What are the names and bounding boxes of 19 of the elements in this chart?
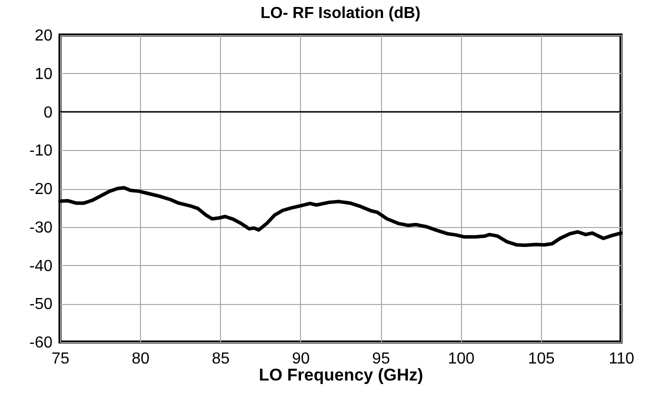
chart-title: LO- RF Isolation (dB) xyxy=(260,5,420,22)
x-tick-label: 100 xyxy=(448,350,475,368)
y-tick-label: -40 xyxy=(29,258,53,275)
y-tick-label: -50 xyxy=(29,296,53,314)
x-tick-label: 85 xyxy=(212,350,230,368)
x-tick-label: 90 xyxy=(292,350,310,368)
y-tick-label: -60 xyxy=(29,334,53,352)
x-axis-title: LO Frequency (GHz) xyxy=(258,366,424,384)
x-tick-label: 105 xyxy=(528,350,555,368)
y-tick-label: -10 xyxy=(29,142,53,160)
y-tick-label: 20 xyxy=(34,28,53,44)
x-tick-label: 95 xyxy=(372,350,390,368)
x-tick-label: 110 xyxy=(608,350,634,368)
y-tick-label: 0 xyxy=(44,104,53,122)
y-tick-label: -20 xyxy=(29,181,53,198)
x-tick-label: 75 xyxy=(52,350,70,368)
x-tick-label: 80 xyxy=(132,350,150,368)
y-tick-label: -30 xyxy=(29,219,53,236)
y-tick-label: 10 xyxy=(34,66,53,83)
